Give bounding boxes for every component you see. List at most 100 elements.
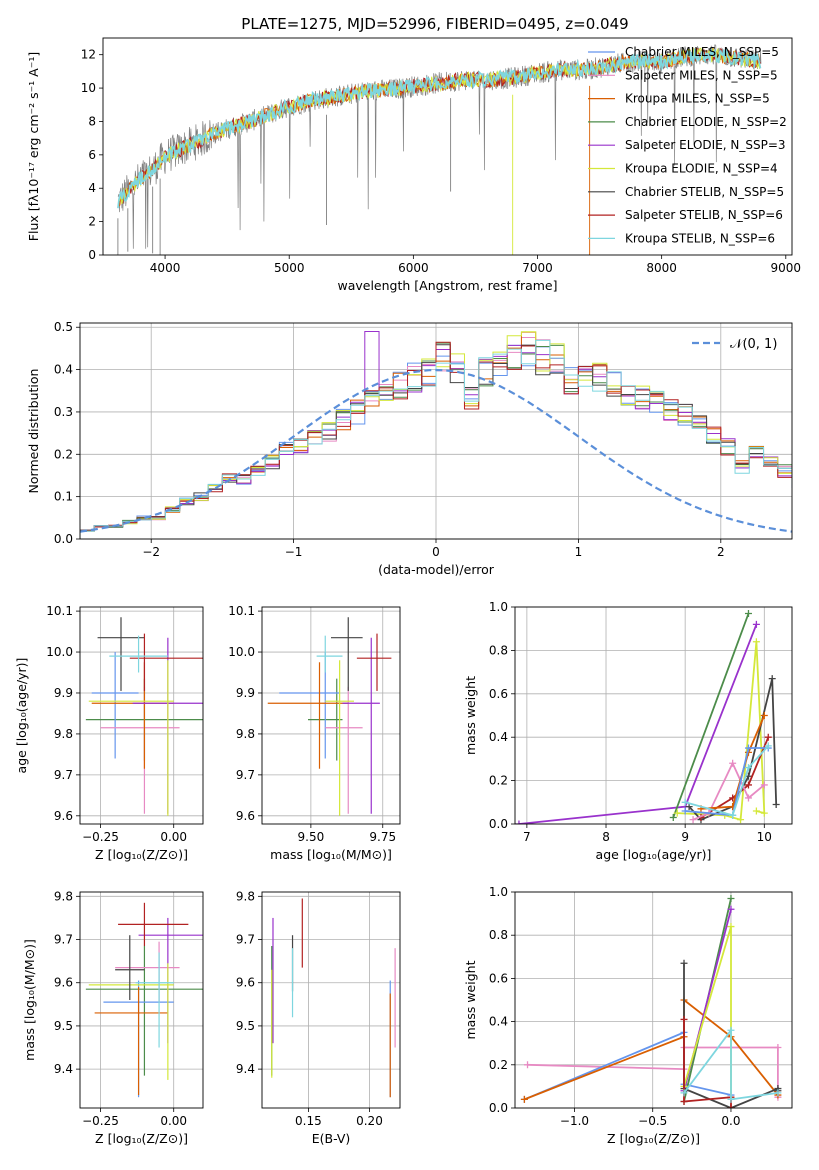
x-tick-label: −2 (142, 545, 160, 559)
y-tick-label: 10.1 (228, 604, 255, 618)
legend-entry: Chabrier ELODIE, N_SSP=2 (625, 115, 787, 129)
mass-weight-line (683, 1027, 779, 1101)
x-tick-label: 5000 (274, 261, 305, 275)
y-tick-label: 8 (88, 114, 96, 128)
mass-weight-marker (744, 764, 752, 772)
x-tick-label: 0.00 (160, 1114, 187, 1128)
mass-weight-marker (669, 813, 677, 821)
y-tick-label: 9.4 (54, 1062, 73, 1076)
y-tick-label: 0.2 (489, 1058, 508, 1072)
mass-weight-marker (520, 1095, 528, 1103)
y-tick-label: 0.0 (489, 1101, 508, 1115)
legend-entry: Chabrier MILES, N_SSP=5 (625, 45, 779, 59)
model-fit-line (117, 47, 762, 209)
y-tick-label: 0.0 (489, 817, 508, 831)
mass-weight-marker (729, 759, 737, 767)
y-tick-label: 1.0 (489, 885, 508, 899)
mass-weight-marker (744, 794, 752, 802)
plot-area (267, 617, 392, 816)
y-tick-label: 0.4 (489, 1015, 508, 1029)
mass-weight-marker (680, 1098, 688, 1106)
x-tick-label: 7 (523, 830, 531, 844)
x-tick-label: 7000 (522, 261, 553, 275)
mass-weight-marker (760, 809, 768, 817)
y-tick-label: 10.0 (228, 645, 255, 659)
x-tick-label: 10 (757, 830, 772, 844)
mass-vs-extinction-panel: 0.15 0.20 9.4 9.5 9.6 9.7 9.8 E(B-V) (236, 889, 401, 1146)
y-tick-label: 0.4 (54, 363, 73, 377)
mass-weight-marker (681, 807, 689, 815)
axes-frame (102, 37, 793, 256)
x-tick-label: 6000 (398, 261, 429, 275)
y-tick-label: 9.6 (236, 809, 255, 823)
x-tick-label: 9.75 (369, 830, 396, 844)
x-tick-label: 8 (602, 830, 610, 844)
mass-weight-line (684, 745, 769, 817)
mass-weight-marker (524, 1061, 532, 1069)
y-tick-label: 9.9 (54, 686, 73, 700)
mass-weight-marker (689, 816, 697, 824)
x-axis-label: Z [log₁₀(Z/Z⊙)] (607, 1131, 700, 1146)
mass-weight-marker (727, 1104, 735, 1108)
plot-area (520, 894, 782, 1108)
y-tick-label: 9.5 (236, 1019, 255, 1033)
mass-weight-line (685, 747, 769, 817)
mass-weight-marker (752, 807, 760, 815)
y-tick-label: 9.5 (54, 1019, 73, 1033)
plot-area (117, 44, 762, 255)
legend-entry: Salpeter MILES, N_SSP=5 (625, 68, 778, 82)
plot-area (85, 902, 203, 1098)
y-tick-label: 9.8 (236, 727, 255, 741)
mass-weight-marker (727, 1095, 735, 1103)
legend-entry: 𝒩(0, 1) (730, 337, 777, 352)
x-tick-label: 9000 (771, 261, 802, 275)
mass-vs-metallicity-panel: −0.25 0.00 9.4 9.5 9.6 9.7 9.8 Z [log₁₀(Z/Z⊙)] m… (22, 889, 204, 1146)
axes-frame (261, 606, 401, 825)
y-tick-label: 0.6 (489, 971, 508, 985)
x-axis-label: Z [log₁₀(Z/Z⊙)] (95, 1131, 188, 1146)
x-axis-label: (data-model)/error (378, 562, 495, 577)
x-tick-label: −0.25 (82, 830, 119, 844)
y-tick-label: 9.6 (54, 809, 73, 823)
y-tick-label: 0 (88, 248, 96, 262)
legend-entry: Kroupa MILES, N_SSP=5 (625, 92, 770, 106)
y-tick-label: 9.4 (236, 1062, 255, 1076)
y-axis-label: age [log₁₀(age/yr)] (14, 658, 29, 774)
mass-weight-marker (744, 610, 752, 618)
age-vs-mass-panel: 9.50 9.75 9.6 9.7 9.8 9.9 10.0 10.1 mass [log₁₀(… (228, 604, 401, 862)
x-axis-label: Z [log₁₀(Z/Z⊙)] (95, 847, 188, 862)
histogram-step-line (80, 344, 792, 539)
mass-weight-marker (768, 675, 776, 683)
y-tick-label: 0.0 (54, 532, 73, 546)
y-tick-label: 9.6 (54, 976, 73, 990)
axes-frame (79, 891, 204, 1109)
x-tick-label: 0.00 (160, 830, 187, 844)
mass-weight-vs-metallicity-panel: −1.0 −0.5 0.0 0.0 0.2 0.4 0.6 0.8 1.0 Z [log₁₀(Z/… (463, 885, 793, 1146)
mass-weight-marker (727, 905, 735, 913)
y-axis-label: mass weight (463, 960, 478, 1039)
x-tick-label: 0.20 (356, 1114, 383, 1128)
age-vs-metallicity-panel: −0.25 0.00 9.6 9.7 9.8 9.9 10.0 10.1 Z [log₁₀(Z/… (14, 604, 204, 862)
mass-weight-vs-age-panel: 7 8 9 10 0.0 0.2 0.4 0.6 0.8 1.0 age [log₁₀(age/yr… (463, 600, 793, 862)
y-tick-label: 12 (81, 48, 96, 62)
mass-weight-marker (772, 800, 780, 808)
y-axis-label: mass [log₁₀(M/M⊙)] (22, 939, 37, 1061)
x-tick-label: 9 (681, 830, 689, 844)
y-axis-label: mass weight (463, 676, 478, 755)
y-tick-label: 10 (81, 81, 96, 95)
mass-weight-line (524, 998, 779, 1101)
x-tick-label: 1 (575, 545, 583, 559)
x-axis-label: age [log₁₀(age/yr)] (596, 847, 712, 862)
x-tick-label: 0.15 (295, 1114, 322, 1128)
axes-frame (514, 891, 793, 1109)
mass-weight-marker (774, 1089, 782, 1097)
y-tick-label: 0.8 (489, 928, 508, 942)
normal-distribution-curve (80, 368, 792, 533)
y-tick-label: 1.0 (489, 600, 508, 614)
mass-weight-marker (744, 781, 752, 789)
mass-weight-marker (727, 1026, 735, 1034)
y-tick-label: 9.8 (54, 727, 73, 741)
x-tick-label: −1 (285, 545, 303, 559)
figure-title: PLATE=1275, MJD=52996, FIBERID=0495, z=0… (241, 15, 628, 33)
